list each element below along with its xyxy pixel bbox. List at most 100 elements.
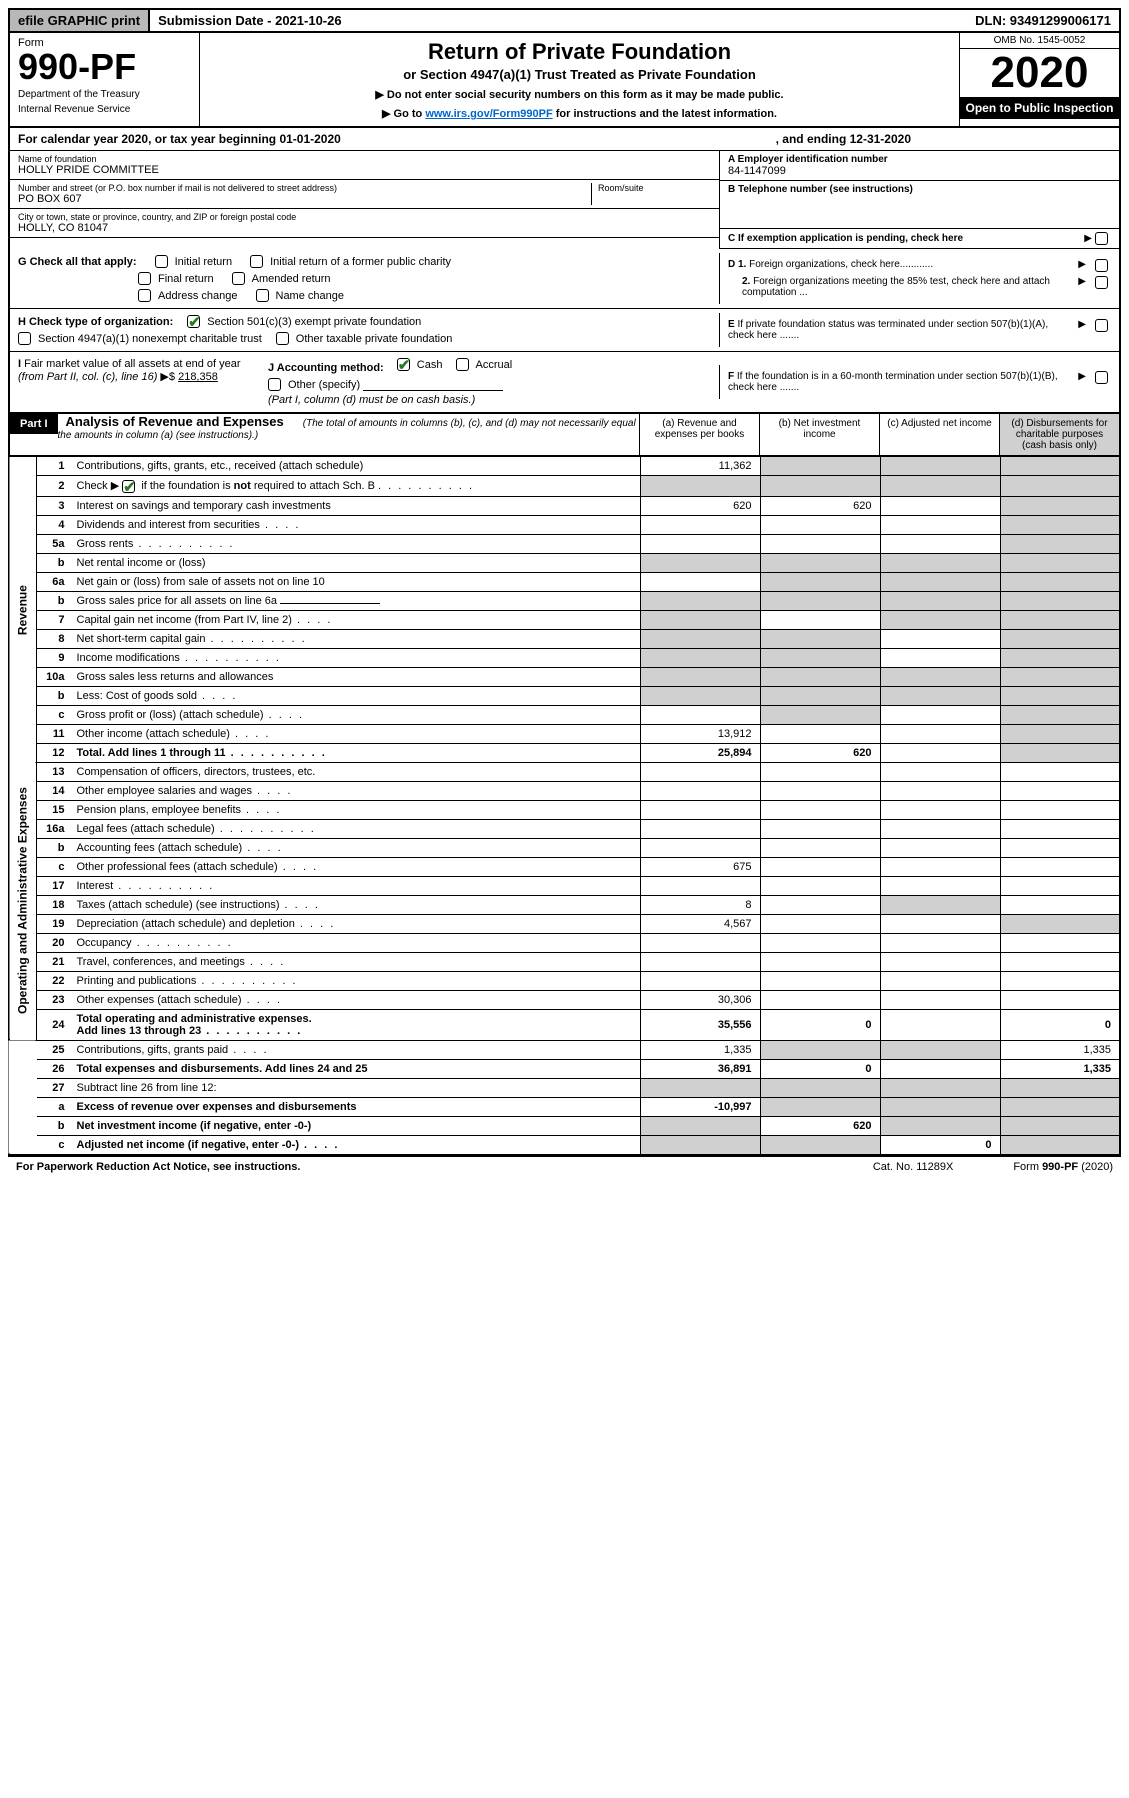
table-row: 9Income modifications bbox=[9, 648, 1120, 667]
tax-year: 2020 bbox=[960, 49, 1119, 97]
revenue-expense-table: Revenue 1Contributions, gifts, grants, e… bbox=[8, 457, 1121, 1156]
table-row: 22Printing and publications bbox=[9, 971, 1120, 990]
revenue-side-label: Revenue bbox=[9, 457, 37, 762]
col-a-head: (a) Revenue and expenses per books bbox=[639, 414, 759, 455]
table-row: Revenue 1Contributions, gifts, grants, e… bbox=[9, 457, 1120, 476]
table-row: 11Other income (attach schedule)13,912 bbox=[9, 724, 1120, 743]
table-row: 2Check ▶ if the foundation is not requir… bbox=[9, 476, 1120, 497]
table-row: 25Contributions, gifts, grants paid1,335… bbox=[9, 1040, 1120, 1059]
col-b-head: (b) Net investment income bbox=[759, 414, 879, 455]
submission-date: Submission Date - 2021-10-26 bbox=[148, 10, 350, 31]
cat-no: Cat. No. 11289X bbox=[873, 1161, 954, 1173]
table-row: bNet investment income (if negative, ent… bbox=[9, 1116, 1120, 1135]
table-row: 4Dividends and interest from securities bbox=[9, 515, 1120, 534]
addr-label: Number and street (or P.O. box number if… bbox=[18, 183, 591, 193]
table-row: 5aGross rents bbox=[9, 534, 1120, 553]
e-checkbox[interactable] bbox=[1095, 319, 1108, 332]
form-footer: Form 990-PF (2020) bbox=[1013, 1161, 1113, 1173]
d1-checkbox[interactable] bbox=[1095, 259, 1108, 272]
col-c-head: (c) Adjusted net income bbox=[879, 414, 999, 455]
table-row: 21Travel, conferences, and meetings bbox=[9, 952, 1120, 971]
table-row: 19Depreciation (attach schedule) and dep… bbox=[9, 914, 1120, 933]
room-label: Room/suite bbox=[598, 183, 711, 193]
irs-link[interactable]: www.irs.gov/Form990PF bbox=[425, 108, 552, 120]
name-label: Name of foundation bbox=[18, 154, 711, 164]
final-return-cb[interactable] bbox=[138, 272, 151, 285]
table-row: 3Interest on savings and temporary cash … bbox=[9, 496, 1120, 515]
table-row: 27Subtract line 26 from line 12: bbox=[9, 1078, 1120, 1097]
other-taxable-cb[interactable] bbox=[276, 332, 289, 345]
omb-number: OMB No. 1545-0052 bbox=[960, 33, 1119, 49]
table-row: cGross profit or (loss) (attach schedule… bbox=[9, 705, 1120, 724]
amended-return-cb[interactable] bbox=[232, 272, 245, 285]
part1-label: Part I bbox=[10, 414, 58, 434]
table-row: 14Other employee salaries and wages bbox=[9, 781, 1120, 800]
j-label: J Accounting method: bbox=[268, 362, 384, 374]
fmv-value: 218,358 bbox=[178, 371, 218, 383]
table-row: 6aNet gain or (loss) from sale of assets… bbox=[9, 572, 1120, 591]
part1-header-row: Part I Analysis of Revenue and Expenses … bbox=[8, 414, 1121, 457]
form-subtitle: or Section 4947(a)(1) Trust Treated as P… bbox=[210, 67, 949, 82]
initial-return-cb[interactable] bbox=[155, 255, 168, 268]
ij-row: I Fair market value of all assets at end… bbox=[8, 352, 1121, 414]
table-row: bAccounting fees (attach schedule) bbox=[9, 838, 1120, 857]
table-row: 17Interest bbox=[9, 876, 1120, 895]
table-row: 18Taxes (attach schedule) (see instructi… bbox=[9, 895, 1120, 914]
g-row: G Check all that apply: Initial return I… bbox=[8, 249, 1121, 309]
ein-label: A Employer identification number bbox=[728, 154, 1111, 165]
h-row: H Check type of organization: Section 50… bbox=[8, 309, 1121, 352]
link-note: ▶ Go to www.irs.gov/Form990PF for instru… bbox=[210, 107, 949, 120]
tel-label: B Telephone number (see instructions) bbox=[728, 184, 1111, 195]
table-row: 16aLegal fees (attach schedule) bbox=[9, 819, 1120, 838]
f-checkbox[interactable] bbox=[1095, 371, 1108, 384]
table-row: 8Net short-term capital gain bbox=[9, 629, 1120, 648]
table-row: bGross sales price for all assets on lin… bbox=[9, 591, 1120, 610]
schb-cb[interactable] bbox=[122, 480, 135, 493]
d2-checkbox[interactable] bbox=[1095, 276, 1108, 289]
table-row: 24Total operating and administrative exp… bbox=[9, 1009, 1120, 1040]
table-row: cOther professional fees (attach schedul… bbox=[9, 857, 1120, 876]
4947-cb[interactable] bbox=[18, 332, 31, 345]
ssn-note: ▶ Do not enter social security numbers o… bbox=[210, 88, 949, 101]
expenses-side-label: Operating and Administrative Expenses bbox=[9, 762, 37, 1040]
h-label: H Check type of organization: bbox=[18, 316, 173, 328]
name-change-cb[interactable] bbox=[256, 289, 269, 302]
foundation-name: HOLLY PRIDE COMMITTEE bbox=[18, 164, 711, 176]
form-header: Form 990-PF Department of the Treasury I… bbox=[8, 33, 1121, 128]
city-state-zip: HOLLY, CO 81047 bbox=[18, 222, 711, 234]
other-method-cb[interactable] bbox=[268, 378, 281, 391]
table-row: Operating and Administrative Expenses 13… bbox=[9, 762, 1120, 781]
g-label: G Check all that apply: bbox=[18, 256, 137, 268]
open-inspection: Open to Public Inspection bbox=[960, 97, 1119, 119]
ein: 84-1147099 bbox=[728, 165, 1111, 177]
table-row: bLess: Cost of goods sold bbox=[9, 686, 1120, 705]
form-number: 990-PF bbox=[18, 49, 191, 85]
entity-block: Name of foundation HOLLY PRIDE COMMITTEE… bbox=[8, 151, 1121, 249]
c-label: C If exemption application is pending, c… bbox=[728, 233, 1081, 244]
table-row: 26Total expenses and disbursements. Add … bbox=[9, 1059, 1120, 1078]
footer: For Paperwork Reduction Act Notice, see … bbox=[8, 1156, 1121, 1177]
table-row: 7Capital gain net income (from Part IV, … bbox=[9, 610, 1120, 629]
table-row: 10aGross sales less returns and allowanc… bbox=[9, 667, 1120, 686]
cash-cb[interactable] bbox=[397, 358, 410, 371]
accrual-cb[interactable] bbox=[456, 358, 469, 371]
table-row: 23Other expenses (attach schedule)30,306 bbox=[9, 990, 1120, 1009]
address: PO BOX 607 bbox=[18, 193, 591, 205]
501c3-cb[interactable] bbox=[187, 315, 200, 328]
table-row: 15Pension plans, employee benefits bbox=[9, 800, 1120, 819]
j-note: (Part I, column (d) must be on cash basi… bbox=[268, 394, 512, 406]
calendar-year-row: For calendar year 2020, or tax year begi… bbox=[8, 128, 1121, 151]
col-d-head: (d) Disbursements for charitable purpose… bbox=[999, 414, 1119, 455]
irs: Internal Revenue Service bbox=[18, 104, 191, 115]
address-change-cb[interactable] bbox=[138, 289, 151, 302]
table-row: aExcess of revenue over expenses and dis… bbox=[9, 1097, 1120, 1116]
form-title: Return of Private Foundation bbox=[210, 39, 949, 65]
c-checkbox[interactable] bbox=[1095, 232, 1108, 245]
dln: DLN: 93491299006171 bbox=[967, 10, 1119, 31]
table-row: 12Total. Add lines 1 through 1125,894620 bbox=[9, 743, 1120, 762]
table-row: bNet rental income or (loss) bbox=[9, 553, 1120, 572]
initial-former-cb[interactable] bbox=[250, 255, 263, 268]
dept-treasury: Department of the Treasury bbox=[18, 89, 191, 100]
table-row: cAdjusted net income (if negative, enter… bbox=[9, 1135, 1120, 1155]
paperwork-notice: For Paperwork Reduction Act Notice, see … bbox=[16, 1161, 873, 1173]
